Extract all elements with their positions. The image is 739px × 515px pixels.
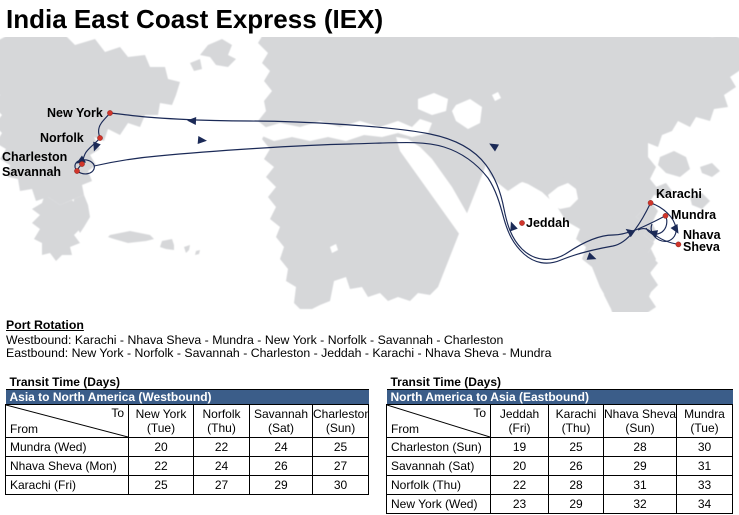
svg-text:New York: New York: [47, 106, 103, 120]
svg-text:Savannah: Savannah: [2, 165, 61, 179]
svg-text:Mundra: Mundra: [671, 208, 717, 222]
svg-text:Sheva: Sheva: [683, 240, 721, 254]
svg-text:Norfolk: Norfolk: [40, 131, 84, 145]
svg-text:Charleston: Charleston: [2, 150, 67, 164]
svg-text:Karachi: Karachi: [656, 187, 702, 201]
svg-text:Jeddah: Jeddah: [526, 216, 570, 230]
